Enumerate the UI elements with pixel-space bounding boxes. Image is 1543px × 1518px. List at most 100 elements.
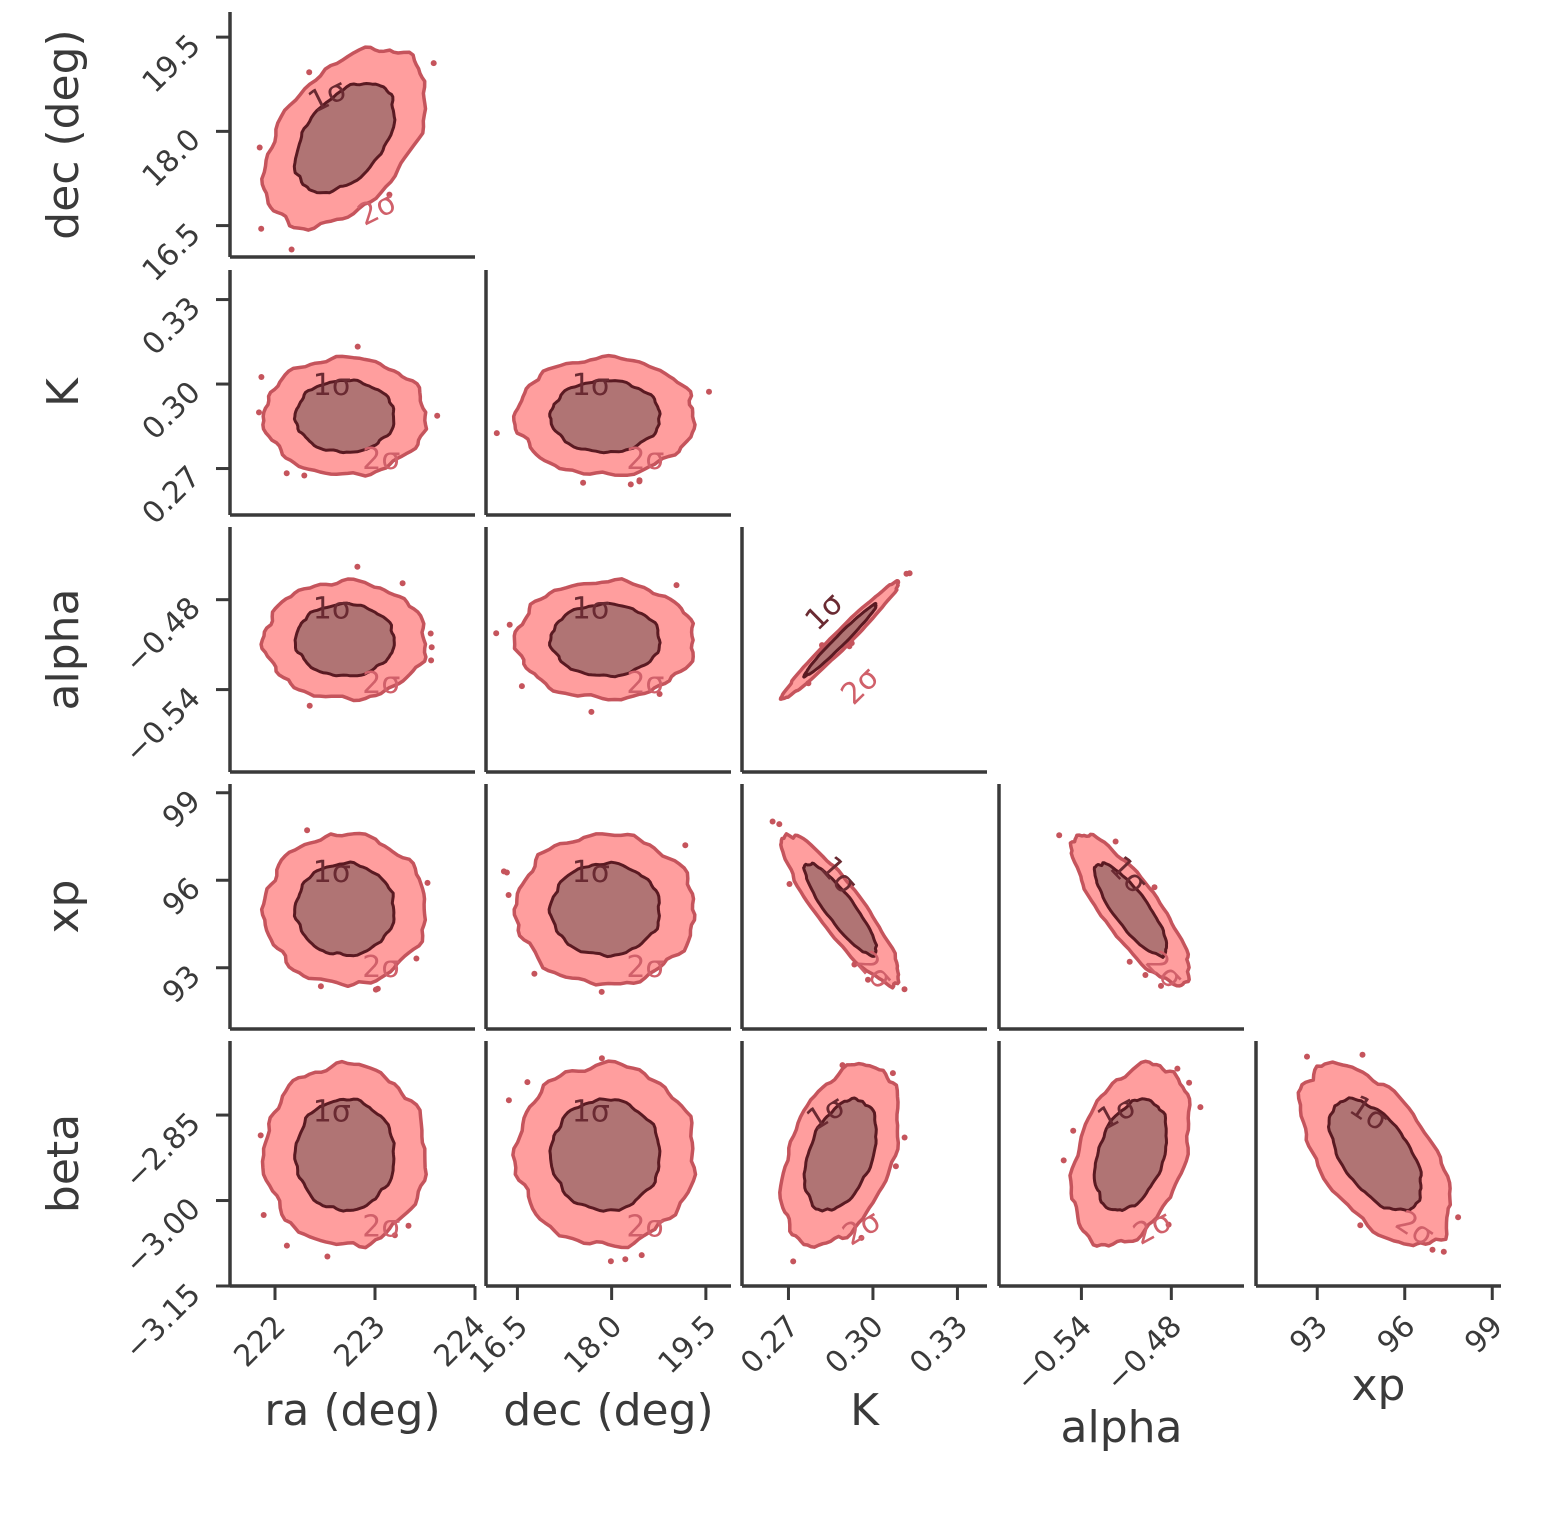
panel-K-vs-beta-outlier-dot bbox=[892, 1163, 899, 1170]
panel-K-vs-beta-outlier-dot bbox=[889, 1070, 896, 1077]
x-tick-label-K: 0.30 bbox=[819, 1309, 891, 1381]
panel-dec-vs-beta-outlier-dot bbox=[638, 1252, 645, 1259]
panel-dec-vs-beta-outlier-dot bbox=[607, 1258, 614, 1265]
y-axis-label-beta: beta bbox=[38, 1114, 89, 1213]
panel-dec-vs-alpha-contour-1sigma bbox=[548, 601, 662, 679]
panel-ra-vs-K-outlier-dot bbox=[301, 472, 308, 479]
panel-ra-vs-alpha-outlier-dot bbox=[428, 644, 435, 651]
x-tick-label-xp: 93 bbox=[1283, 1309, 1335, 1361]
panel-dec-vs-K-label-1sigma: 1σ bbox=[572, 368, 610, 403]
panel-K-vs-xp-outlier-dot bbox=[769, 818, 776, 825]
panel-ra-vs-K-outlier-dot bbox=[434, 412, 441, 419]
panel-dec-vs-K-outlier-dot bbox=[493, 430, 500, 437]
panel-alpha-vs-beta-outlier-dot bbox=[1197, 1104, 1204, 1111]
x-tick-label-ra: 223 bbox=[327, 1309, 392, 1374]
panel-ra-vs-K-contour-1sigma bbox=[292, 378, 396, 455]
x-tick-label-xp: 99 bbox=[1458, 1309, 1510, 1361]
panel-ra-vs-beta-outlier-dot bbox=[257, 1132, 264, 1139]
panel-xp-vs-beta-outlier-dot bbox=[1455, 1214, 1462, 1221]
panel-ra-vs-K-outlier-dot bbox=[283, 470, 290, 477]
panel-ra-vs-dec-outlier-dot bbox=[256, 144, 263, 151]
y-axis-label-xp: xp bbox=[38, 880, 89, 934]
panel-dec-vs-alpha-outlier-dot bbox=[518, 683, 525, 690]
panel-ra-vs-xp-label-2sigma: 2σ bbox=[362, 950, 400, 985]
panel-ra-vs-xp-outlier-dot bbox=[304, 827, 311, 834]
panel-K-vs-alpha-outlier-dot bbox=[805, 680, 812, 687]
panel-ra-vs-xp-outlier-dot bbox=[424, 879, 431, 886]
panel-dec-vs-xp-label-2sigma: 2σ bbox=[626, 950, 664, 985]
panel-ra-vs-K-outlier-dot bbox=[258, 374, 265, 380]
panel-dec-vs-beta-outlier-dot bbox=[524, 1079, 531, 1086]
panel-xp-vs-beta-outlier-dot bbox=[1440, 1248, 1447, 1255]
panel-ra-vs-alpha-outlier-dot bbox=[427, 630, 434, 637]
panel-ra-vs-alpha-outlier-dot bbox=[306, 702, 313, 709]
panel-ra-vs-alpha-label-2sigma: 2σ bbox=[362, 666, 400, 701]
panel-xp-vs-beta-outlier-dot bbox=[1359, 1051, 1366, 1058]
panel-dec-vs-xp-contour-1sigma bbox=[547, 860, 661, 959]
x-tick-label-alpha: −0.54 bbox=[1009, 1309, 1099, 1399]
panel-ra-vs-xp-outlier-dot bbox=[317, 983, 324, 990]
y-tick-label-K: 0.33 bbox=[136, 290, 208, 362]
panel-alpha-vs-xp-outlier-dot bbox=[1151, 884, 1158, 891]
panel-dec-vs-K-contour-1sigma bbox=[548, 378, 662, 455]
panel-K-vs-alpha-outlier-dot bbox=[906, 570, 913, 577]
panel-dec-vs-beta-outlier-dot bbox=[598, 1055, 605, 1062]
panel-K-vs-alpha-outlier-dot bbox=[848, 640, 855, 647]
panel-dec-vs-beta-label-1sigma: 1σ bbox=[572, 1095, 610, 1130]
panel-alpha-vs-beta-outlier-dot bbox=[1186, 1079, 1193, 1086]
y-tick-label-xp: 93 bbox=[156, 959, 208, 1011]
y-tick-label-alpha: −0.48 bbox=[118, 591, 208, 681]
panel-K-vs-beta-contour-1sigma bbox=[802, 1096, 878, 1213]
panel-dec-vs-xp-outlier-dot bbox=[500, 868, 507, 875]
y-axis-label-dec: dec (deg) bbox=[38, 29, 89, 239]
y-tick-label-K: 0.27 bbox=[136, 459, 208, 531]
panel-dec-vs-K-outlier-dot bbox=[627, 481, 634, 488]
panel-ra-vs-beta-label-2sigma: 2σ bbox=[362, 1209, 400, 1244]
panel-ra-vs-K-outlier-dot bbox=[256, 409, 262, 416]
panel-K-vs-beta-outlier-dot bbox=[790, 1258, 797, 1265]
panel-K-vs-xp-contour-1sigma bbox=[802, 861, 879, 958]
panel-ra-vs-xp-contour-1sigma bbox=[292, 860, 396, 958]
panel-ra-vs-alpha-label-1sigma: 1σ bbox=[313, 592, 351, 627]
panel-ra-vs-alpha-outlier-dot bbox=[354, 563, 361, 570]
panel-xp-vs-beta-outlier-dot bbox=[1357, 1222, 1364, 1229]
panel-alpha-vs-xp-outlier-dot bbox=[1158, 982, 1164, 989]
panel-ra-vs-dec-outlier-dot bbox=[258, 225, 265, 232]
panel-ra-vs-xp-outlier-dot bbox=[372, 986, 379, 993]
x-tick-label-alpha: −0.48 bbox=[1099, 1309, 1189, 1399]
x-tick-label-ra: 222 bbox=[227, 1309, 292, 1374]
panel-dec-vs-alpha-outlier-dot bbox=[588, 708, 595, 715]
panel-alpha-vs-xp-contour-1sigma bbox=[1092, 861, 1169, 959]
panel-dec-vs-xp-outlier-dot bbox=[531, 970, 538, 977]
panel-alpha-vs-xp-outlier-dot bbox=[1112, 838, 1119, 845]
panel-ra-vs-beta-outlier-dot bbox=[324, 1253, 331, 1260]
panel-K-vs-alpha-contour-1sigma bbox=[802, 601, 878, 679]
panel-ra-vs-xp-outlier-dot bbox=[413, 955, 420, 962]
y-tick-label-xp: 99 bbox=[156, 784, 208, 836]
panel-K-vs-alpha-outlier-dot bbox=[819, 642, 825, 649]
panel-dec-vs-alpha-outlier-dot bbox=[506, 621, 513, 628]
panel-ra-vs-beta-outlier-dot bbox=[260, 1212, 267, 1218]
panel-alpha-vs-xp-outlier-dot bbox=[1056, 832, 1063, 839]
panel-ra-vs-K-label-1sigma: 1σ bbox=[313, 368, 351, 403]
panel-ra-vs-xp-label-1sigma: 1σ bbox=[313, 855, 351, 890]
panel-K-vs-xp-outlier-dot bbox=[851, 961, 858, 968]
x-axis-label-xp: xp bbox=[1352, 1360, 1406, 1411]
panel-K-vs-alpha-label-2sigma: 2σ bbox=[834, 660, 886, 712]
y-tick-label-dec: 16.5 bbox=[136, 216, 208, 288]
x-tick-label-K: 0.27 bbox=[734, 1309, 806, 1381]
panel-ra-vs-beta-contour-1sigma bbox=[293, 1097, 396, 1213]
panel-alpha-vs-beta-outlier-dot bbox=[1060, 1157, 1067, 1164]
panel-xp-vs-beta-outlier-dot bbox=[1429, 1246, 1436, 1253]
panel-dec-vs-K-outlier-dot bbox=[636, 478, 643, 485]
x-axis-label-dec: dec (deg) bbox=[503, 1385, 713, 1436]
panel-dec-vs-alpha-label-2sigma: 2σ bbox=[626, 666, 664, 701]
panel-dec-vs-K-label-2sigma: 2σ bbox=[626, 442, 664, 477]
panel-dec-vs-alpha-outlier-dot bbox=[673, 582, 680, 589]
panel-ra-vs-dec-outlier-dot bbox=[288, 246, 295, 253]
panel-xp-vs-beta-contour-1sigma bbox=[1327, 1096, 1423, 1212]
panel-dec-vs-K-outlier-dot bbox=[580, 479, 587, 486]
panel-dec-vs-alpha-label-1sigma: 1σ bbox=[572, 592, 610, 627]
panel-K-vs-xp-outlier-dot bbox=[901, 986, 908, 993]
panel-xp-vs-beta-outlier-dot bbox=[1304, 1053, 1310, 1060]
